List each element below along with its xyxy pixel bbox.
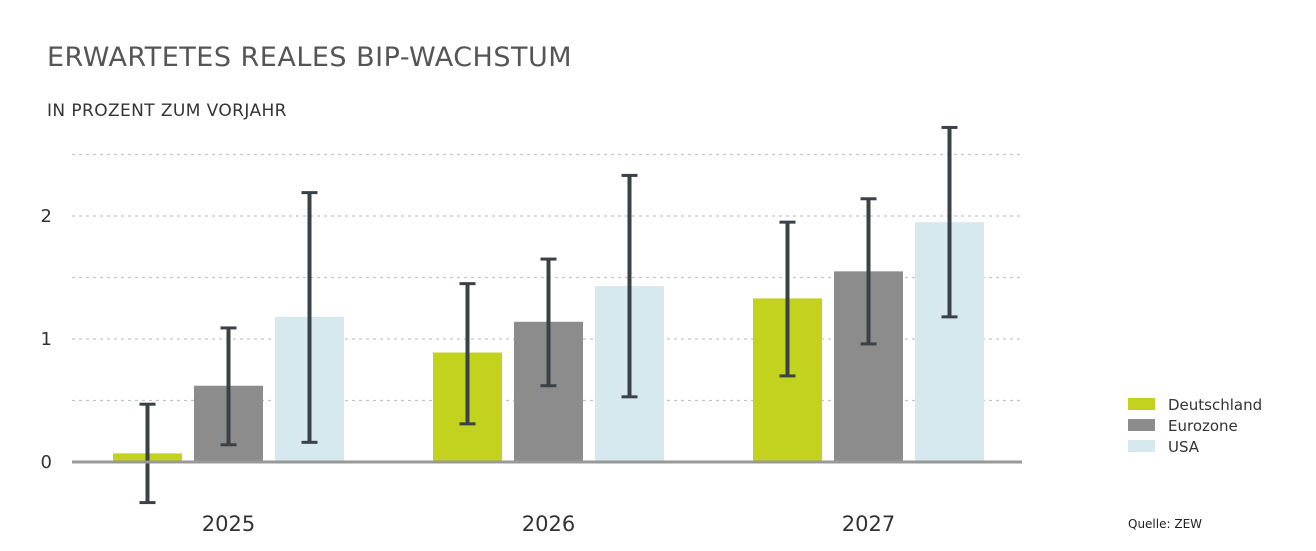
legend: Deutschland Eurozone USA: [1128, 396, 1262, 456]
legend-label-eurozone: Eurozone: [1168, 417, 1238, 435]
legend-swatch-eurozone: [1128, 419, 1155, 431]
category-label-2025: 2025: [202, 512, 255, 536]
y-tick-label: 2: [41, 206, 52, 227]
y-tick-label: 1: [41, 329, 52, 350]
y-tick-label: 0: [41, 452, 52, 473]
bars: [113, 222, 984, 462]
category-label-2027: 2027: [842, 512, 895, 536]
error-bars: [139, 125, 958, 505]
source-note: Quelle: ZEW: [1128, 517, 1202, 531]
legend-label-usa: USA: [1168, 438, 1200, 456]
chart-title: ERWARTETES REALES BIP-WACHSTUM: [47, 42, 572, 73]
chart-subtitle: IN PROZENT ZUM VORJAHR: [47, 101, 287, 121]
category-label-2026: 2026: [522, 512, 575, 536]
axis: 0 1 2 2025 2026 2027: [41, 206, 1022, 536]
legend-swatch-deutschland: [1128, 398, 1155, 410]
legend-label-deutschland: Deutschland: [1168, 396, 1262, 414]
legend-swatch-usa: [1128, 440, 1155, 452]
